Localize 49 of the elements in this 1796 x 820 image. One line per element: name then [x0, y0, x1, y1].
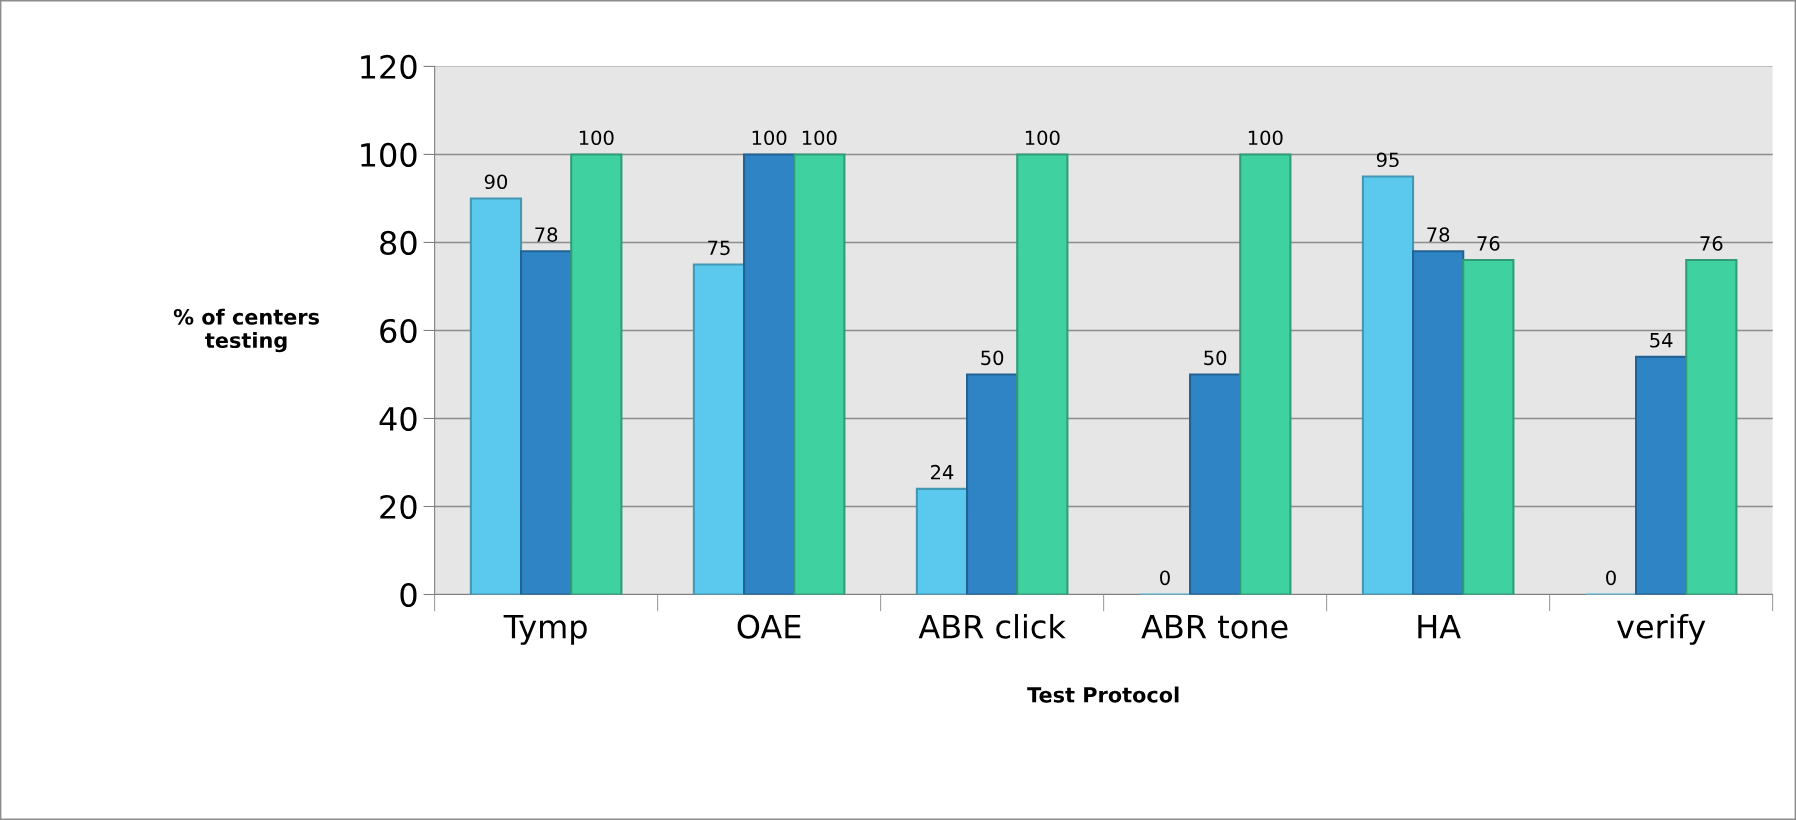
y-tick-label: 120: [361, 54, 417, 80]
bar: [1361, 175, 1415, 595]
data-label: 50: [1204, 350, 1227, 366]
data-label: 50: [981, 350, 1004, 366]
y-tick-label: 20: [380, 494, 417, 520]
data-label: 100: [1025, 130, 1060, 146]
data-label: 75: [708, 240, 730, 256]
bar: [1016, 153, 1069, 595]
x-tick-label: HA: [1418, 614, 1461, 639]
bar: [692, 263, 746, 595]
data-label: 78: [1427, 227, 1450, 242]
data-label: 76: [1477, 236, 1500, 251]
data-label: 90: [484, 174, 508, 190]
bar: [469, 197, 523, 595]
x-axis-title: Test Protocol: [1027, 686, 1179, 703]
data-label: 95: [1376, 152, 1399, 168]
data-label: 100: [1248, 130, 1283, 146]
y-tick-label: 40: [379, 406, 417, 432]
y-tick-label: 80: [380, 230, 417, 256]
x-tick-label: OAE: [737, 614, 801, 639]
data-label: 78: [535, 227, 558, 242]
data-label: 100: [752, 130, 787, 146]
bar: [1239, 153, 1292, 595]
bar: [1685, 259, 1738, 595]
bar: [1462, 259, 1515, 595]
bar: [520, 250, 573, 595]
data-label: 54: [1650, 333, 1673, 348]
bar: [570, 153, 623, 595]
y-tick-label: 100: [361, 142, 417, 168]
bar: [793, 153, 846, 595]
data-label: 0: [1160, 570, 1170, 586]
bar: [915, 487, 969, 595]
y-axis-title: % of centers testing: [173, 308, 319, 353]
x-tick-label: ABR click: [918, 613, 1066, 639]
y-tick-label: 60: [380, 318, 417, 344]
x-tick-label: verify: [1617, 613, 1706, 645]
bar: [966, 373, 1019, 595]
y-tick-label: 0: [400, 582, 417, 608]
data-label: 24: [931, 464, 954, 480]
bar: [1189, 373, 1242, 595]
x-tick-label: ABR tone: [1141, 614, 1288, 639]
data-label: 76: [1700, 236, 1723, 251]
data-label: 100: [579, 130, 614, 146]
bar: [743, 153, 796, 595]
x-tick-label: Tymp: [503, 614, 587, 645]
bar: [1635, 355, 1688, 595]
data-label: 100: [802, 130, 837, 146]
data-label: 0: [1606, 570, 1616, 586]
bar: [1412, 250, 1465, 595]
